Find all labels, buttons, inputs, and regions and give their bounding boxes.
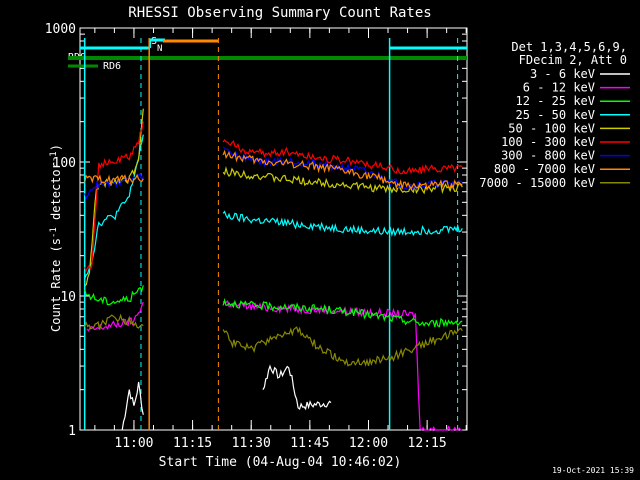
y-axis-label-main: Count Rate (s [49, 238, 63, 332]
series-line-2-1 [222, 297, 463, 328]
legend-label-4: 50 - 100 keV [508, 121, 595, 135]
series-line-3-1 [222, 210, 463, 238]
series-line-1-1 [222, 300, 463, 431]
n-flag-label: N [157, 44, 162, 54]
series-line-4-1 [222, 165, 463, 195]
series-line-1-0 [86, 301, 144, 332]
legend-header-2: FDecim 2, Att 0 [519, 53, 627, 67]
series-line-7-1 [222, 149, 463, 191]
rd6-label: RD6 [103, 61, 121, 72]
series-line-5-1 [222, 139, 463, 175]
series-50-100-kev [84, 108, 463, 287]
series-line-4-0 [84, 108, 144, 287]
state-bars [68, 38, 467, 68]
y-axis-label: Count Rate (s-1 detector-1) [49, 144, 63, 332]
x-tick-label: 12:00 [349, 436, 388, 451]
series-line-0-1 [262, 364, 332, 411]
y-axis-label-mid: detector [49, 162, 63, 227]
x-tick-label: 11:15 [173, 436, 212, 451]
y-axis-label-end: ) [49, 144, 63, 151]
series-100-300-kev [84, 121, 463, 273]
y-tick-label: 1000 [45, 22, 76, 37]
x-tick-label: 11:45 [290, 436, 329, 451]
series-line-3-0 [84, 134, 144, 280]
series-line-6-0 [84, 173, 144, 200]
y-axis-label-sup-1: -1 [49, 227, 59, 238]
series-line-5-0 [84, 121, 144, 273]
series-12-25-kev [84, 285, 463, 328]
legend-header-1: Det 1,3,4,5,6,9, [511, 40, 627, 54]
series-7000-15000-kev [84, 313, 463, 367]
y-tick-label: 100 [53, 156, 76, 171]
y-tick-label: 10 [60, 290, 76, 305]
legend-label-6: 300 - 800 keV [501, 149, 595, 163]
legend-label-2: 12 - 25 keV [516, 94, 595, 108]
legend-label-5: 100 - 300 keV [501, 135, 595, 149]
series-line-8-1 [222, 326, 463, 367]
legend-label-1: 6 - 12 keV [523, 81, 595, 95]
legend-label-3: 25 - 50 keV [516, 108, 595, 122]
series-line-8-0 [84, 313, 144, 330]
series-800-7000-kev [84, 149, 463, 191]
chart-title: RHESSI Observing Summary Count Rates [128, 5, 431, 21]
legend-label-7: 800 - 7000 keV [494, 162, 595, 176]
plot-frame [79, 27, 468, 431]
footer-timestamp: 19-Oct-2021 15:39 [552, 466, 634, 475]
plot-area [68, 27, 468, 431]
series-line-0-0 [121, 381, 144, 431]
series-line-7-0 [84, 173, 144, 186]
legend-label-8: 7000 - 15000 keV [479, 176, 595, 190]
x-axis-label: Start Time (04-Aug-04 10:46:02) [159, 455, 402, 470]
x-tick-label: 11:30 [232, 436, 271, 451]
y-tick-label: 1 [68, 424, 76, 439]
series-3-6-kev [121, 364, 332, 431]
legend-label-0: 3 - 6 keV [530, 67, 595, 81]
series-line-2-0 [84, 285, 144, 306]
series-6-12-kev [86, 300, 463, 431]
series-line-6-1 [222, 146, 463, 190]
y-axis-label-sup-2: -1 [49, 151, 59, 162]
series-300-800-kev [84, 146, 463, 200]
legend: Det 1,3,4,5,6,9, FDecim 2, Att 0 3 - 6 k… [479, 40, 630, 190]
x-tick-label: 11:00 [114, 436, 153, 451]
x-tick-label: 12:15 [408, 436, 447, 451]
